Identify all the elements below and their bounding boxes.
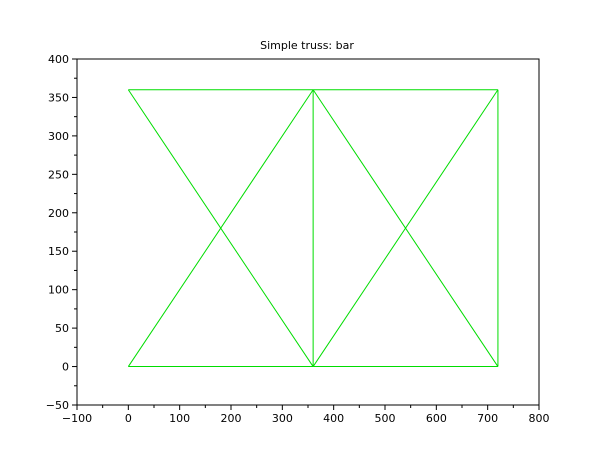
x-tick-label: 300 [272, 412, 293, 425]
y-tick-label: 200 [48, 207, 69, 220]
y-tick-label: 0 [62, 361, 69, 374]
x-tick-label: 400 [323, 412, 344, 425]
y-tick-label: 250 [48, 168, 69, 181]
x-tick-label: 800 [529, 412, 550, 425]
y-tick-label: 300 [48, 130, 69, 143]
y-tick-label: 350 [48, 91, 69, 104]
truss-bars [127, 89, 499, 368]
x-tick-label: 700 [477, 412, 498, 425]
x-tick-label: 200 [221, 412, 242, 425]
x-tick-label: 600 [426, 412, 447, 425]
truss-bar-8 [312, 89, 499, 367]
y-tick-label: 100 [48, 284, 69, 297]
truss-bar-5 [127, 89, 314, 367]
y-tick-label: 400 [48, 53, 69, 66]
y-tick-label: 50 [55, 322, 69, 335]
x-tick-label: 0 [125, 412, 132, 425]
y-tick-label: −50 [46, 399, 69, 412]
y-axis: −50 0 50 100 150 200 250 300 350 400 [46, 53, 77, 412]
x-axis: −100 0 100 200 300 400 500 600 700 800 [62, 405, 550, 425]
x-tick-label: 500 [375, 412, 396, 425]
y-tick-label: 150 [48, 245, 69, 258]
plot-frame [76, 58, 540, 406]
x-tick-label: 100 [169, 412, 190, 425]
chart-title: Simple truss: bar [260, 39, 354, 52]
x-tick-label: −100 [62, 412, 92, 425]
